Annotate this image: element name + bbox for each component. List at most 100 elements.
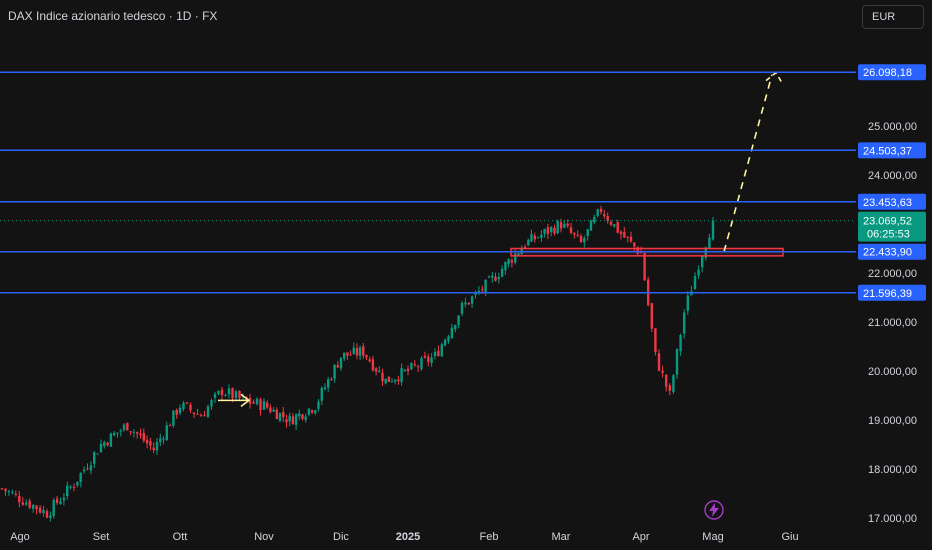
candle (238, 390, 241, 401)
candle (45, 508, 49, 519)
flash-icon-group[interactable] (704, 500, 724, 520)
candle (323, 383, 327, 391)
candle (272, 407, 275, 412)
candle (619, 230, 623, 240)
price-level[interactable]: 22.433,90 (0, 243, 926, 260)
candle (616, 219, 619, 234)
price-level-label: 26.098,18 (863, 67, 912, 79)
price-level-label: 24.503,37 (863, 145, 912, 157)
candle (701, 255, 704, 273)
candle (269, 404, 272, 414)
candle (443, 338, 447, 347)
y-tick-label: 24.000,00 (868, 170, 917, 182)
candle (93, 451, 96, 469)
projection-arrowhead (765, 71, 784, 86)
candle (397, 375, 400, 385)
candle (275, 407, 278, 420)
candle (21, 497, 24, 506)
candle (301, 413, 304, 421)
projection-line (723, 74, 773, 252)
candle (553, 224, 556, 236)
candle (55, 496, 59, 506)
candle (255, 397, 259, 406)
y-tick-label: 17.000,00 (868, 513, 917, 525)
candle (86, 463, 89, 471)
candle (339, 357, 343, 371)
candle (546, 223, 550, 240)
price-level-label: 23.453,63 (863, 197, 912, 209)
candle (172, 410, 175, 428)
candle (510, 257, 514, 268)
candle (129, 431, 132, 436)
candle (533, 232, 536, 243)
candle (613, 224, 616, 228)
candle (175, 408, 178, 419)
candle (62, 493, 66, 506)
candle (668, 383, 671, 395)
price-level[interactable]: 23.453,63 (0, 193, 926, 210)
candle (252, 399, 255, 404)
currency-button[interactable]: EUR (862, 5, 924, 29)
candle (657, 349, 661, 372)
candle (248, 393, 252, 409)
price-level[interactable]: 26.098,18 (0, 64, 926, 81)
candle (675, 348, 679, 379)
candle (185, 402, 189, 405)
price-level[interactable]: 21.596,39 (0, 284, 926, 301)
candle (355, 343, 359, 360)
price-level[interactable]: 24.503,37 (0, 142, 926, 159)
candle (683, 309, 686, 339)
lightning-icon[interactable] (704, 500, 724, 520)
candle (7, 489, 11, 496)
candle (576, 230, 579, 238)
candle (76, 481, 79, 488)
candle (569, 222, 573, 235)
candle (119, 428, 122, 437)
candle (381, 368, 384, 386)
candle (352, 342, 355, 355)
candle (563, 220, 566, 229)
candle (4, 488, 7, 496)
candle (304, 413, 307, 423)
candle (11, 489, 14, 495)
candle (586, 229, 589, 241)
candle (288, 412, 291, 427)
candle (423, 351, 427, 359)
y-tick-label: 21.000,00 (868, 317, 917, 329)
candle (626, 236, 629, 243)
annotations (218, 71, 784, 407)
candle (42, 505, 45, 517)
candle (440, 342, 443, 358)
candle (390, 378, 394, 383)
candle (152, 442, 155, 454)
x-tick-label: Apr (632, 531, 649, 543)
y-tick-label: 19.000,00 (868, 415, 917, 427)
candle (654, 328, 657, 356)
candle (603, 209, 606, 219)
candle (540, 230, 543, 242)
candle (109, 432, 113, 447)
candle (629, 231, 633, 244)
candle (278, 412, 282, 423)
countdown-label: 06:25:53 (867, 229, 910, 241)
candle (165, 421, 168, 441)
candle (593, 214, 596, 225)
candle (99, 439, 103, 453)
candle (661, 365, 664, 378)
candle (196, 408, 199, 415)
candle (227, 384, 231, 399)
candle (32, 504, 35, 513)
x-tick-label: Mar (552, 531, 571, 543)
candle (504, 261, 507, 275)
candle (679, 333, 682, 356)
candle (162, 436, 165, 445)
candle (708, 233, 711, 249)
candle (155, 437, 159, 455)
candle (213, 391, 217, 403)
candle (583, 235, 586, 248)
candle (113, 430, 116, 436)
candle (96, 453, 99, 455)
candle (477, 286, 481, 296)
